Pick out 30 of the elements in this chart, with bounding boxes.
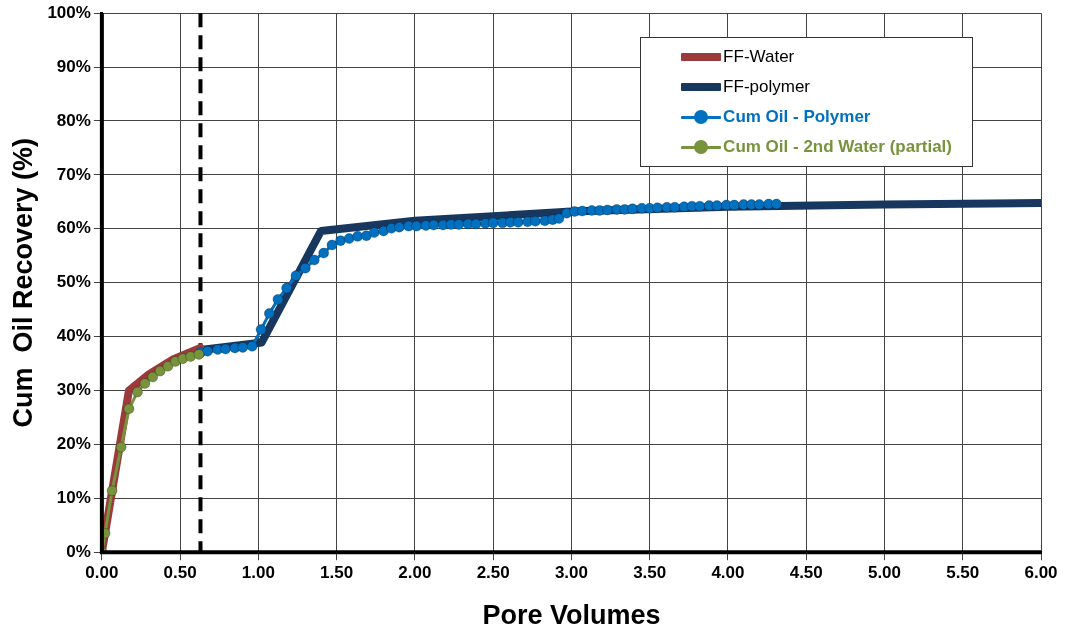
x-tick-label: 5.00: [867, 563, 902, 583]
x-tick-label: 4.00: [711, 563, 745, 583]
x-tick-label: 1.00: [241, 563, 275, 583]
x-tick-label: 4.50: [789, 563, 823, 583]
x-tick-label: 2.50: [476, 563, 510, 583]
y-tick-label: 80%: [56, 110, 91, 130]
y-tick-label: 40%: [56, 326, 91, 346]
y-tick-label: 20%: [56, 434, 91, 454]
x-tick-label: 6.00: [1024, 563, 1058, 583]
y-tick-label: 70%: [56, 164, 91, 184]
x-tick-label: 1.50: [320, 563, 354, 583]
x-tick-label: 3.50: [633, 563, 667, 583]
x-tick-label: 0.00: [85, 563, 119, 583]
legend-label: FF-Water: [723, 47, 795, 68]
y-tick-label: 0%: [66, 541, 91, 561]
x-tick-label: 2.00: [398, 563, 432, 583]
y-tick-label: 50%: [56, 272, 91, 292]
x-tick-label: 0.50: [163, 563, 197, 583]
legend-label: FF-polymer: [723, 77, 811, 98]
x-axis-title: Pore Volumes: [482, 600, 661, 631]
x-tick-label: 5.50: [946, 563, 980, 583]
y-axis-title: Cum Oil Recovery (%): [7, 137, 38, 428]
x-tick-label: 3.00: [554, 563, 588, 583]
y-tick-label: 10%: [56, 487, 91, 507]
y-tick-label: 90%: [56, 56, 91, 76]
legend-label: Cum Oil - 2nd Water (partial): [723, 137, 952, 158]
legend-label: Cum Oil - Polymer: [723, 107, 871, 128]
y-tick-label: 30%: [56, 380, 91, 400]
y-tick-label: 100%: [47, 2, 91, 22]
y-tick-label: 60%: [56, 218, 91, 238]
